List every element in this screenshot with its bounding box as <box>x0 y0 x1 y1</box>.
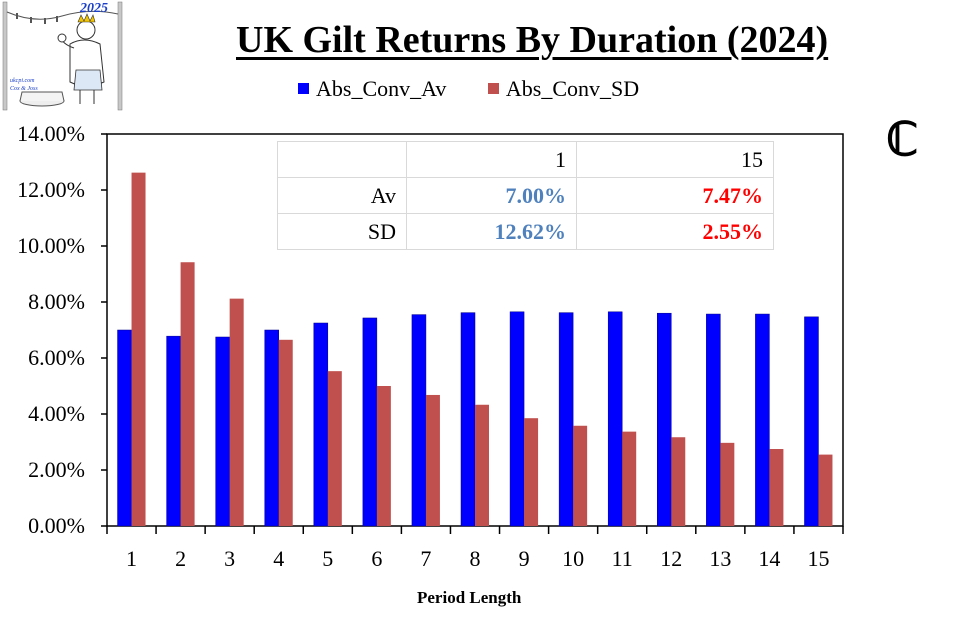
bar-abs-conv-av <box>804 316 819 527</box>
bar-abs-conv-av <box>362 317 378 527</box>
bar-abs-conv-av <box>706 313 721 527</box>
bar-abs-conv-av <box>755 313 770 527</box>
legend-swatch-blue <box>298 83 309 94</box>
chart-title: UK Gilt Returns By Duration (2024) <box>236 19 829 61</box>
stats-cell-av-1: 7.00% <box>406 177 577 214</box>
x-tick-label: 7 <box>420 546 431 571</box>
legend-label-av: Abs_Conv_Av <box>316 75 447 101</box>
logo-cartoon: 2025 ukcpi.com Cox & Joss <box>2 1 123 111</box>
x-tick-label: 6 <box>371 546 382 571</box>
stats-cell-sd-15: 2.55% <box>576 213 774 250</box>
bar-abs-conv-av <box>166 335 181 527</box>
x-tick-label: 15 <box>807 546 829 571</box>
bar-abs-conv-sd <box>229 298 244 526</box>
stats-row-label: Av <box>277 177 407 214</box>
bar-abs-conv-sd <box>671 437 686 526</box>
x-tick-label: 13 <box>709 546 731 571</box>
stats-row-av: Av 7.00% 7.47% <box>277 177 774 214</box>
bar-abs-conv-av <box>460 312 476 527</box>
x-tick-label: 9 <box>519 546 530 571</box>
x-tick-label: 2 <box>175 546 186 571</box>
stats-header-15: 15 <box>576 141 774 178</box>
logo-year: 2025 <box>79 1 108 16</box>
bar-abs-conv-sd <box>573 425 588 526</box>
y-tick-label: 4.00% <box>28 401 85 426</box>
x-tick-label: 11 <box>612 546 633 571</box>
x-tick-label: 14 <box>758 546 780 571</box>
stats-header-1: 1 <box>406 141 577 178</box>
y-tick-label: 14.00% <box>17 121 85 146</box>
x-tick-label: 3 <box>224 546 235 571</box>
bar-abs-conv-av <box>264 329 279 527</box>
bar-abs-conv-sd <box>769 449 784 526</box>
y-tick-label: 12.00% <box>17 177 85 202</box>
bar-abs-conv-av <box>607 311 623 527</box>
y-tick-label: 2.00% <box>28 457 85 482</box>
bar-abs-conv-sd <box>131 172 146 526</box>
x-tick-label: 8 <box>470 546 481 571</box>
bar-abs-conv-av <box>215 336 230 527</box>
bar-abs-conv-sd <box>376 386 391 526</box>
y-tick-label: 8.00% <box>28 289 85 314</box>
bar-abs-conv-sd <box>524 418 539 526</box>
bar-abs-conv-av <box>313 322 329 527</box>
x-tick-label: 1 <box>126 546 137 571</box>
bar-abs-conv-sd <box>720 442 735 526</box>
legend-item-abs-conv-av: Abs_Conv_Av <box>298 76 446 102</box>
x-tick-label: 4 <box>273 546 284 571</box>
x-tick-label: 10 <box>562 546 584 571</box>
stats-cell-sd-1: 12.62% <box>406 213 577 250</box>
x-axis-label: Period Length <box>417 588 522 607</box>
bar-abs-conv-sd <box>278 339 293 526</box>
y-tick-label: 0.00% <box>28 513 85 538</box>
bar-abs-conv-sd <box>818 454 833 526</box>
x-tick-label: 12 <box>660 546 682 571</box>
bar-abs-conv-sd <box>475 404 489 526</box>
bar-abs-conv-sd <box>327 371 342 526</box>
bar-abs-conv-av <box>117 329 132 527</box>
bar-abs-conv-av <box>509 311 525 527</box>
bar-abs-conv-av <box>411 314 427 527</box>
logo-site: ukcpi.com <box>10 78 35 84</box>
bar-abs-conv-sd <box>622 431 637 526</box>
y-tick-label: 10.00% <box>17 233 85 258</box>
logo: 2025 ukcpi.com Cox & Joss <box>0 0 132 112</box>
bar-abs-conv-av <box>558 312 574 527</box>
x-tick-label: 5 <box>322 546 333 571</box>
legend-item-abs-conv-sd: Abs_Conv_SD <box>487 75 640 102</box>
bar-abs-conv-sd <box>180 262 195 526</box>
stats-cell-av-15: 7.47% <box>576 177 774 214</box>
bar-abs-conv-av <box>657 312 672 527</box>
legend-swatch-red <box>487 83 499 94</box>
stats-header-row: 1 15 <box>277 141 774 178</box>
stats-table: 1 15 Av 7.00% 7.47% SD 12.62% 2.55% <box>277 141 774 250</box>
legend: Abs_Conv_Av Abs_Conv_SD <box>298 74 675 102</box>
y-tick-label: 6.00% <box>28 345 85 370</box>
legend-label-sd: Abs_Conv_SD <box>505 75 640 101</box>
stats-header-corner <box>277 141 407 178</box>
copyright-symbol: ℂ <box>886 114 919 165</box>
stats-row-label: SD <box>277 213 407 250</box>
bar-abs-conv-sd <box>425 394 440 526</box>
logo-author: Cox & Joss <box>10 86 38 92</box>
stats-row-sd: SD 12.62% 2.55% <box>277 213 774 250</box>
